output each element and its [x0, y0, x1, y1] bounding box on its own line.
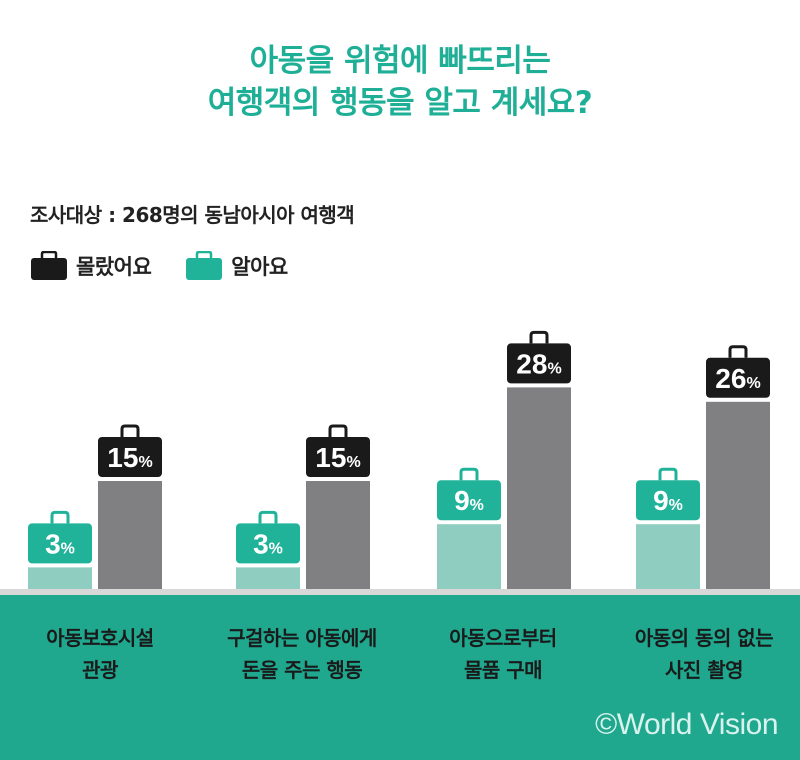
badge-body: [706, 357, 770, 398]
legend-item-unknown: 몰랐어요: [30, 251, 152, 281]
data-label: 9%: [454, 485, 484, 516]
badge-known-1: 3%: [28, 510, 92, 564]
bar-unknown-3: [507, 387, 571, 589]
title-line-1: 아동을 위험에 빠뜨리는: [249, 43, 551, 79]
badge-unknown-3: 28%: [507, 330, 571, 384]
bar-unknown-2: [306, 481, 370, 589]
bar-chart: 3% 15% 3% 15% 9% 28% 9% 26%: [28, 330, 770, 589]
legend: 몰랐어요 알아요: [30, 251, 322, 281]
bar-known-2: [236, 567, 300, 589]
badge-handle: [529, 330, 549, 344]
category-label-3: 아동으로부터 물품 구매: [449, 626, 557, 682]
bar-unknown-1: [98, 481, 162, 589]
badge-body: [636, 480, 700, 521]
badge-unknown-1: 15%: [98, 424, 162, 477]
bar-known-1: [28, 567, 92, 589]
badge-body: [28, 523, 92, 564]
legend-label-known: 알아요: [231, 255, 288, 279]
badge-known-4: 9%: [636, 467, 700, 521]
legend-item-known: 알아요: [185, 251, 288, 281]
badge-body: [98, 437, 162, 477]
badge-body: [437, 480, 501, 521]
bar-known-4: [636, 524, 700, 589]
category-label-1: 아동보호시설 관광: [46, 626, 154, 682]
badge-handle: [328, 424, 348, 437]
briefcase-icon: [31, 251, 67, 280]
category-band: [0, 595, 800, 760]
badge-known-3: 9%: [437, 467, 501, 521]
badge-unknown-2: 15%: [306, 424, 370, 477]
category-label-4: 아동의 동의 없는 사진 촬영: [634, 626, 774, 682]
credit: ©World Vision: [595, 708, 778, 741]
data-label: 3%: [253, 528, 283, 559]
badge-handle: [658, 467, 678, 481]
badge-unknown-4: 26%: [706, 345, 770, 398]
title-line-2: 여행객의 행동을 알고 계세요?: [207, 85, 593, 121]
data-label: 9%: [653, 485, 683, 516]
badge-handle: [50, 510, 70, 524]
badge-handle: [459, 467, 479, 481]
data-label: 28%: [516, 348, 561, 379]
bar-known-3: [437, 524, 501, 589]
badge-known-2: 3%: [236, 510, 300, 564]
chart-baseline: [0, 589, 800, 595]
bar-unknown-4: [706, 401, 770, 589]
legend-label-unknown: 몰랐어요: [76, 255, 152, 279]
badge-body: [236, 523, 300, 564]
survey-subject: 조사대상 : 268명의 동남아시아 여행객: [30, 203, 355, 227]
category-label-2: 구걸하는 아동에게 돈을 주는 행동: [227, 626, 377, 682]
data-label: 15%: [315, 442, 360, 473]
chart-title: 아동을 위험에 빠뜨리는 여행객의 행동을 알고 계세요?: [0, 40, 800, 124]
badge-body: [306, 437, 370, 477]
badge-handle: [120, 424, 140, 437]
data-label: 26%: [715, 363, 760, 394]
badge-handle: [258, 510, 278, 524]
badge-handle: [728, 345, 748, 358]
data-label: 15%: [107, 442, 152, 473]
briefcase-icon: [186, 251, 223, 280]
badge-body: [507, 343, 571, 384]
data-label: 3%: [45, 528, 75, 559]
